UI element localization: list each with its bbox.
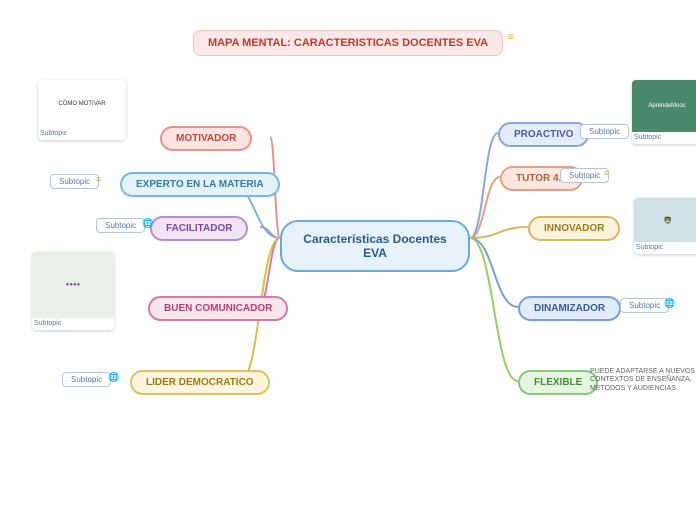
map-title: MAPA MENTAL: CARACTERISTICAS DOCENTES EV… xyxy=(193,30,503,56)
thumb-caption: Subtopic xyxy=(38,128,126,140)
branch-flexible[interactable]: FLEXIBLE xyxy=(518,370,598,395)
branch-innovador[interactable]: INNOVADOR xyxy=(528,216,620,241)
thumb-caption: Subtopic xyxy=(32,318,114,330)
thumb-caption: Subtopic xyxy=(632,132,696,144)
center-label: Características Docentes EVA xyxy=(303,232,446,260)
subtopic-icon: 🌐 xyxy=(664,298,675,309)
branch-label: PROACTIVO xyxy=(514,129,573,140)
thumbnail[interactable]: 👨‍🏫Subtopic xyxy=(634,198,696,254)
subtopic-chip[interactable]: Subtopic xyxy=(50,174,99,189)
flexible-note: PUEDE ADAPTARSE A NUEVOS CONTEXTOS DE EN… xyxy=(590,368,696,393)
thumb-image: CÓMO MOTIVAR xyxy=(38,80,126,128)
branch-label: DINAMIZADOR xyxy=(534,303,605,314)
branch-comunicador[interactable]: BUEN COMUNICADOR xyxy=(148,296,288,321)
branch-motivador[interactable]: MOTIVADOR xyxy=(160,126,252,151)
subtopic-chip[interactable]: Subtopic xyxy=(580,124,629,139)
subtopic-icon: ≡ xyxy=(96,174,101,184)
branch-experto[interactable]: EXPERTO EN LA MATERIA xyxy=(120,172,280,197)
menu-icon[interactable]: ≡ xyxy=(508,32,514,43)
thumb-image: ●●●● xyxy=(32,252,114,318)
thumb-caption: Subtopic xyxy=(634,242,696,254)
subtopic-icon: ≡ xyxy=(604,168,609,178)
thumb-image: 👨‍🏫 xyxy=(634,198,696,242)
branch-label: INNOVADOR xyxy=(544,223,604,234)
subtopic-icon: 🌐 xyxy=(142,218,153,229)
branch-label: BUEN COMUNICADOR xyxy=(164,303,272,314)
subtopic-icon: 🌐 xyxy=(108,372,119,383)
branch-label: EXPERTO EN LA MATERIA xyxy=(136,179,264,190)
thumb-image: AprendeMooc xyxy=(632,80,696,132)
branch-label: MOTIVADOR xyxy=(176,133,236,144)
branch-lider[interactable]: LIDER DEMOCRATICO xyxy=(130,370,270,395)
thumbnail[interactable]: AprendeMoocSubtopic xyxy=(632,80,696,144)
center-node[interactable]: Características Docentes EVA xyxy=(280,220,470,272)
branch-proactivo[interactable]: PROACTIVO xyxy=(498,122,589,147)
branch-dinamizador[interactable]: DINAMIZADOR xyxy=(518,296,621,321)
branch-label: FACILITADOR xyxy=(166,223,232,234)
subtopic-chip[interactable]: Subtopic xyxy=(620,298,669,313)
thumbnail[interactable]: CÓMO MOTIVARSubtopic xyxy=(38,80,126,140)
branch-label: FLEXIBLE xyxy=(534,377,582,388)
thumbnail[interactable]: ●●●●Subtopic xyxy=(32,252,114,330)
subtopic-chip[interactable]: Subtopic xyxy=(560,168,609,183)
branch-label: LIDER DEMOCRATICO xyxy=(146,377,254,388)
branch-facilitador[interactable]: FACILITADOR xyxy=(150,216,248,241)
subtopic-chip[interactable]: Subtopic xyxy=(96,218,145,233)
subtopic-chip[interactable]: Subtopic xyxy=(62,372,111,387)
